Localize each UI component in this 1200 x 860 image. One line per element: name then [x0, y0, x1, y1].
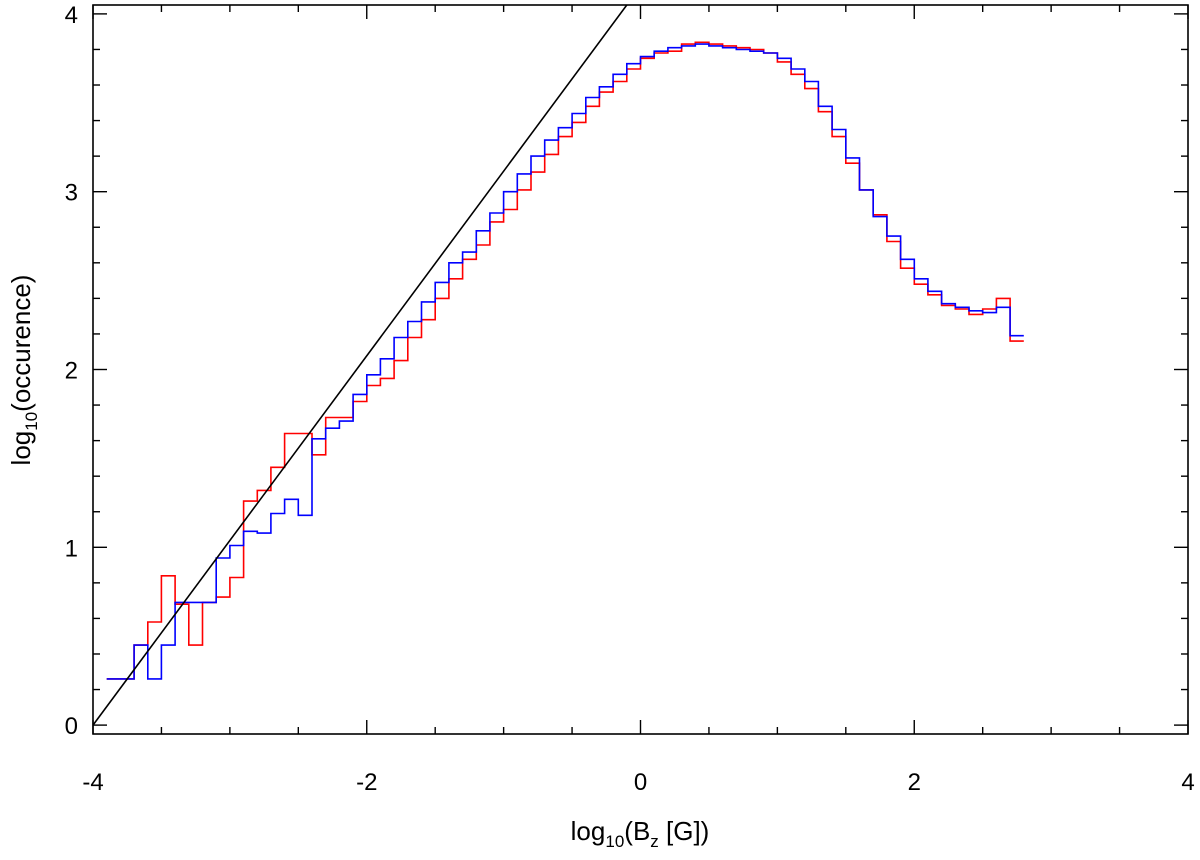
- tick-labels: -4 -2 0 2 4 0 1 2 3 4: [65, 2, 1195, 796]
- series-layer: [93, 5, 1024, 726]
- series-line-1: [106, 41, 1024, 680]
- y-tick-label: 1: [65, 535, 78, 562]
- x-tick-label: 2: [908, 769, 921, 796]
- x-tick-label: 4: [1181, 769, 1194, 796]
- y-tick-label: 3: [65, 180, 78, 207]
- x-axis-title: log10(Bz [G]): [571, 816, 710, 851]
- x-tick-label: -2: [356, 769, 377, 796]
- y-tick-label: 2: [65, 358, 78, 385]
- plot-frame: [92, 4, 1189, 735]
- y-tick-label: 0: [65, 713, 78, 740]
- axis-ticks: [92, 5, 1189, 734]
- y-axis-title: log10(occurence): [6, 275, 41, 466]
- x-tick-label: -4: [82, 769, 103, 796]
- x-tick-label: 0: [634, 769, 647, 796]
- series-line-2: [106, 43, 1024, 680]
- series-line-3: [93, 5, 628, 726]
- y-tick-label: 4: [65, 2, 78, 29]
